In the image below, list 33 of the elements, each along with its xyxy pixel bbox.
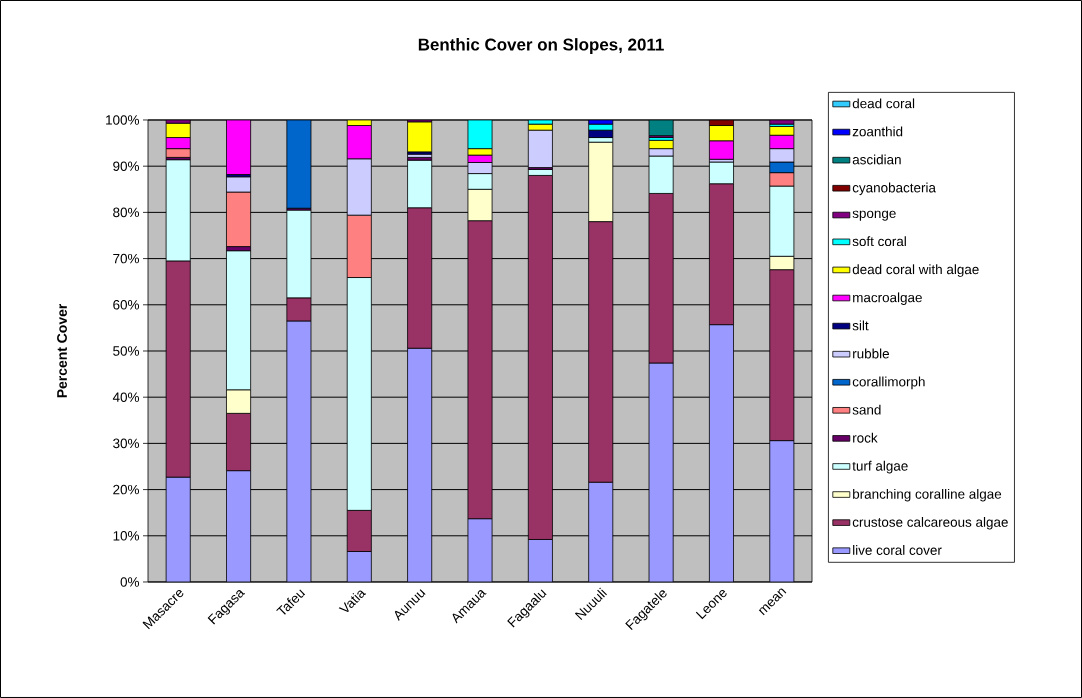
bar xyxy=(407,121,433,153)
legend-label: ascidian xyxy=(852,154,901,165)
legend-label: rubble xyxy=(853,348,889,359)
y-tick-label: 40% xyxy=(112,392,140,402)
legend-label: zoanthid xyxy=(852,126,903,137)
y-tick-label: 100% xyxy=(106,115,140,125)
y-tick-label: 20% xyxy=(113,484,140,495)
legend-label: live coral cover xyxy=(853,545,942,555)
legend-label: sand xyxy=(852,404,881,415)
y-tick-label: 60% xyxy=(113,300,140,310)
legend-label: rock xyxy=(853,432,878,443)
bar xyxy=(527,129,553,168)
legend-label: soft coral xyxy=(852,236,906,247)
legend-label: dead coral with algae xyxy=(852,264,979,277)
y-tick-label: 10% xyxy=(113,531,140,541)
legend-label: crustose calcareous algae xyxy=(852,516,1008,530)
legend-label: silt xyxy=(852,320,869,331)
y-tick-label: 80% xyxy=(113,207,140,218)
y-axis-title: Percent Cover xyxy=(57,303,67,398)
x-tick-label: Vatia xyxy=(338,590,367,613)
legend-label: dead coral xyxy=(852,98,915,109)
legend-label: sponge xyxy=(852,210,896,221)
y-tick-label: 30% xyxy=(113,438,140,449)
legend-label: cyanobacteria xyxy=(852,182,936,196)
y-tick-label: 70% xyxy=(113,253,140,264)
chart-title: Benthic Cover on Slopes, 2011 xyxy=(418,38,664,54)
y-tick-label: 0% xyxy=(120,577,140,587)
legend-label: macroalgae xyxy=(853,292,922,305)
y-tick-label: 90% xyxy=(113,161,140,171)
legend-label: branching coralline algae xyxy=(853,488,1002,502)
legend-label: corallimorph xyxy=(852,376,925,390)
y-tick-label: 50% xyxy=(113,346,140,356)
legend-label: turf algae xyxy=(852,460,908,474)
